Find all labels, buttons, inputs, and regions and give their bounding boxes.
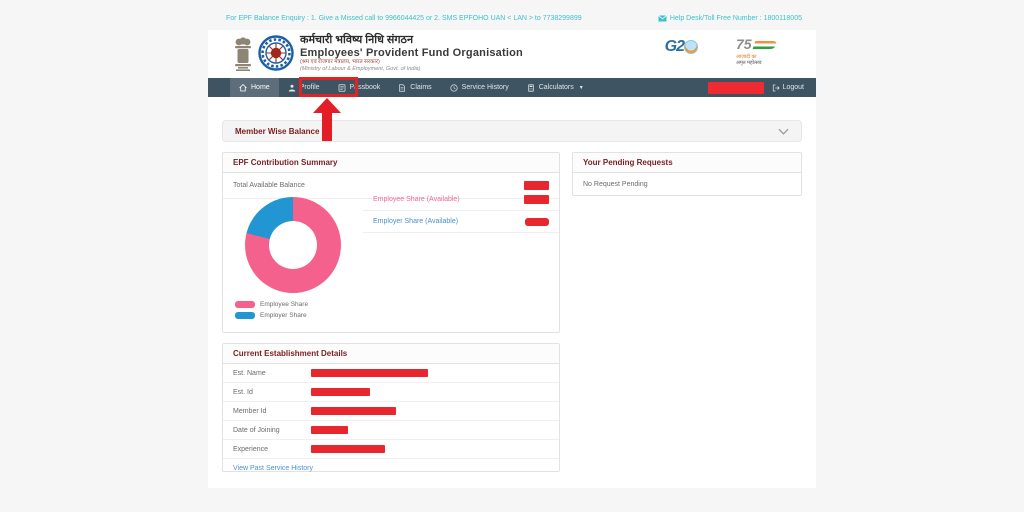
- establishment-details-panel: Current Establishment Details Est. Name …: [222, 343, 560, 472]
- redaction-badge: [525, 217, 549, 226]
- redaction-bar: [311, 445, 385, 453]
- total-balance-label: Total Available Balance: [233, 182, 305, 189]
- annotation-arrow-up-icon: [313, 98, 341, 113]
- home-icon: [239, 83, 247, 91]
- claims-icon: [399, 83, 406, 92]
- org-title-hindi: कर्मचारी भविष्य निधि संगठन: [300, 34, 414, 46]
- accordion-title: Member Wise Balance: [235, 126, 320, 136]
- legend-swatch-pink: [235, 301, 255, 308]
- org-subtitle-hindi: (श्रम एवं रोजगार मंत्रालय, भारत सरकार): [300, 59, 380, 66]
- establishment-row: Date of Joining: [223, 421, 559, 440]
- row-label: Member Id: [233, 407, 267, 415]
- establishment-row: Est. Name: [223, 364, 559, 383]
- g20-logo: G2: [665, 38, 698, 56]
- nav-label: Passbook: [349, 84, 381, 91]
- total-balance-row: Total Available Balance: [223, 173, 559, 199]
- helpdesk-number-text: Help Desk/Toll Free Number : 1800118005: [669, 15, 802, 22]
- legend-label: Employer Share: [260, 312, 307, 319]
- username-redaction-bar: [707, 81, 764, 94]
- legend-item-employer: Employer Share: [235, 312, 308, 319]
- nav-label: Claims: [410, 84, 432, 91]
- panel-title: Your Pending Requests: [583, 158, 673, 167]
- content-area: Member Wise Balance EPF Contribution Sum…: [208, 97, 816, 488]
- redaction-bar: [311, 426, 348, 434]
- legend-item-employee: Employee Share: [235, 301, 308, 308]
- establishment-row: Experience: [223, 440, 559, 459]
- member-wise-balance-accordion[interactable]: Member Wise Balance: [222, 120, 802, 142]
- nav-label: Calculators: [538, 84, 574, 91]
- legend-swatch-blue: [235, 312, 255, 319]
- legend-label: Employee Share: [260, 301, 309, 308]
- redaction-bar: [311, 388, 370, 396]
- profile-icon: [288, 84, 295, 91]
- org-titles: कर्मचारी भविष्य निधि संगठन Employees' Pr…: [300, 34, 523, 72]
- panel-title: EPF Contribution Summary: [233, 158, 338, 167]
- nav-item-home[interactable]: Home: [230, 78, 279, 97]
- redaction-bar: [311, 369, 428, 377]
- panel-header: EPF Contribution Summary: [223, 153, 559, 173]
- redaction-bar: [524, 195, 549, 204]
- nav-item-service-history[interactable]: Service History: [441, 78, 518, 97]
- establishment-row: Member Id: [223, 402, 559, 421]
- row-label: Date of Joining: [233, 426, 280, 434]
- logout-icon: [772, 84, 780, 91]
- employee-share-row: Employee Share (Available): [363, 189, 559, 211]
- nav-label: Service History: [461, 84, 509, 91]
- navbar-right: Logout: [707, 78, 808, 97]
- helpline-banner: For EPF Balance Enquiry : 1. Give a Miss…: [0, 12, 1024, 26]
- pending-requests-body: No Request Pending: [583, 181, 648, 188]
- envelope-icon: [658, 15, 667, 22]
- helpdesk-info: Help Desk/Toll Free Number : 1800118005: [658, 15, 802, 22]
- employee-share-label: Employee Share (Available): [373, 196, 460, 203]
- org-subtitle-english: (Ministry of Labour & Employment, Govt. …: [300, 65, 421, 72]
- site-header: कर्मचारी भविष्य निधि संगठन Employees' Pr…: [208, 30, 816, 78]
- g20-globe-icon: [684, 40, 698, 54]
- balance-enquiry-text: For EPF Balance Enquiry : 1. Give a Miss…: [226, 15, 582, 22]
- nav-item-calculators[interactable]: Calculators ▾: [518, 78, 592, 97]
- azadi-ka-amrit-mahotsav-logo: 75 आज़ादी का अमृत महोत्सव: [736, 36, 788, 66]
- nav-label: Profile: [299, 84, 320, 91]
- row-label: Est. Id: [233, 388, 253, 396]
- nav-label: Home: [251, 84, 270, 91]
- calculator-icon: [527, 83, 534, 92]
- azadi-line1: आज़ादी का: [736, 54, 757, 60]
- panel-header: Your Pending Requests: [573, 153, 801, 173]
- caret-down-icon: ▾: [579, 85, 583, 91]
- history-clock-icon: [450, 83, 458, 92]
- epf-contribution-summary-panel: EPF Contribution Summary Total Available…: [222, 152, 560, 333]
- row-label: Est. Name: [233, 369, 266, 377]
- g20-text: G2: [664, 38, 685, 55]
- panel-title: Current Establishment Details: [233, 349, 348, 358]
- epfo-logo: [258, 35, 294, 71]
- azadi-75-text: 75: [736, 36, 752, 52]
- nav-item-passbook[interactable]: Passbook: [329, 78, 390, 97]
- donut-hole: [269, 221, 317, 269]
- azadi-line2: अमृत महोत्सव: [736, 60, 762, 66]
- redaction-bar: [311, 407, 396, 415]
- establishment-row: Est. Id: [223, 383, 559, 402]
- india-emblem-icon: [235, 37, 251, 71]
- panel-header: Current Establishment Details: [223, 344, 559, 364]
- chart-legend: Employee Share Employer Share: [235, 301, 308, 319]
- pending-requests-panel: Your Pending Requests No Request Pending: [572, 152, 802, 196]
- redaction-bar: [524, 181, 549, 190]
- main-navbar: Home Profile Passbook Claims Service His…: [208, 78, 816, 97]
- nav-item-profile[interactable]: Profile: [279, 78, 329, 97]
- org-title-english: Employees' Provident Fund Organisation: [300, 46, 523, 59]
- view-past-service-history-link[interactable]: View Past Service History: [233, 465, 314, 472]
- passbook-icon: [338, 83, 345, 92]
- contribution-donut-chart: [245, 197, 341, 293]
- annotation-arrow-shaft: [322, 112, 332, 141]
- tricolor-flag-icon: [752, 41, 777, 49]
- chevron-down-icon[interactable]: [778, 128, 789, 135]
- employer-share-label: Employer Share (Available): [373, 218, 459, 225]
- row-label: Experience: [233, 445, 269, 453]
- nav-item-claims[interactable]: Claims: [389, 78, 440, 97]
- employer-share-row: Employer Share (Available): [363, 211, 559, 233]
- logout-label: Logout: [782, 84, 804, 91]
- logout-button[interactable]: Logout: [772, 84, 808, 92]
